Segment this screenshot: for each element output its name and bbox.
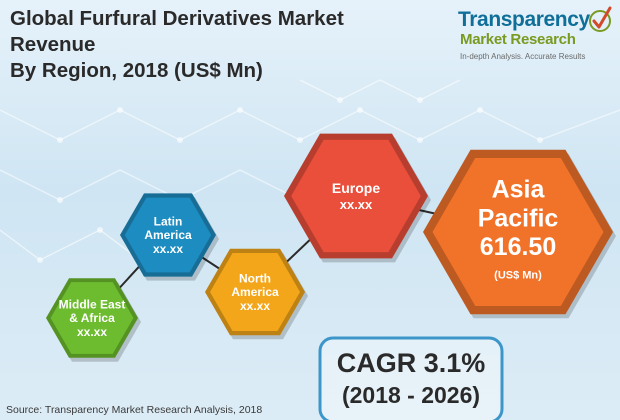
hexagon-fill bbox=[291, 139, 421, 253]
region-label: America bbox=[231, 285, 279, 299]
title-line-1: Global Furfural Derivatives Market Reven… bbox=[10, 7, 344, 56]
cagr-value: CAGR 3.1% bbox=[337, 348, 486, 378]
region-label: America bbox=[144, 228, 192, 242]
hexagon-fill bbox=[432, 158, 604, 306]
region-label: Middle East bbox=[59, 297, 126, 311]
region-label: Europe bbox=[332, 180, 380, 196]
title-line-2: By Region, 2018 (US$ Mn) bbox=[10, 59, 263, 82]
logo-subtitle: Market Research bbox=[460, 31, 576, 48]
region-unit: (US$ Mn) bbox=[494, 270, 542, 282]
hexagon-fill bbox=[210, 253, 300, 331]
company-logo: Transparency Market Research In-depth An… bbox=[452, 6, 612, 68]
source-note: Source: Transparency Market Research Ana… bbox=[6, 404, 263, 416]
region-label: Pacific bbox=[478, 204, 559, 232]
region-value: 616.50 bbox=[480, 233, 556, 261]
cagr-period: (2018 - 2026) bbox=[342, 382, 480, 408]
hexagon-fill bbox=[50, 282, 134, 354]
region-value: xx.xx bbox=[340, 197, 373, 212]
region-label: & Africa bbox=[69, 311, 115, 325]
region-label: North bbox=[239, 271, 271, 285]
region-value: xx.xx bbox=[77, 325, 107, 339]
cagr-box-frame bbox=[318, 336, 504, 420]
region-label: Asia bbox=[492, 176, 546, 204]
logo-name: Transparency bbox=[458, 8, 590, 31]
region-label: Latin bbox=[154, 214, 183, 228]
chart-title: Global Furfural Derivatives Market Reven… bbox=[10, 6, 430, 84]
region-value: xx.xx bbox=[240, 299, 270, 313]
region-value: xx.xx bbox=[153, 242, 183, 256]
logo-tagline: In-depth Analysis. Accurate Results bbox=[460, 52, 586, 61]
hexagon-fill bbox=[124, 197, 212, 273]
checkmark-icon bbox=[589, 6, 612, 32]
